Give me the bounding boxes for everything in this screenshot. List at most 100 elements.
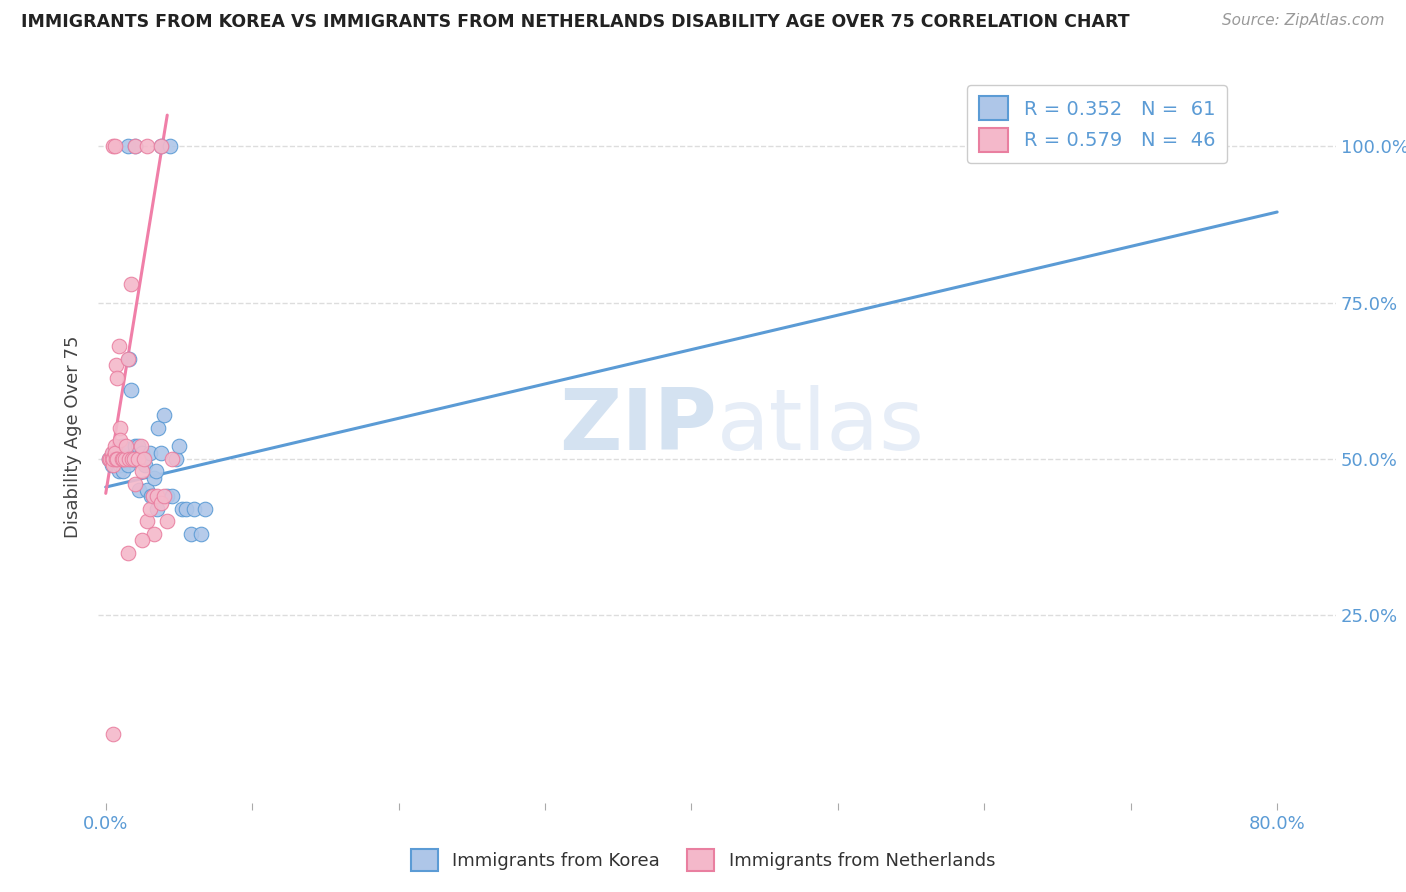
Point <box>135 139 157 153</box>
Point <box>97 452 120 467</box>
Text: IMMIGRANTS FROM KOREA VS IMMIGRANTS FROM NETHERLANDS DISABILITY AGE OVER 75 CORR: IMMIGRANTS FROM KOREA VS IMMIGRANTS FROM… <box>21 13 1129 31</box>
Point <box>104 452 127 467</box>
Point <box>180 527 202 541</box>
Point <box>124 477 146 491</box>
Point <box>100 458 122 473</box>
Point <box>110 452 132 467</box>
Point <box>103 139 125 153</box>
Point <box>107 452 129 467</box>
Point <box>115 452 138 467</box>
Point <box>101 452 124 467</box>
Point <box>132 452 155 467</box>
Point <box>101 452 124 467</box>
Legend: Immigrants from Korea, Immigrants from Netherlands: Immigrants from Korea, Immigrants from N… <box>404 842 1002 879</box>
Point <box>150 139 173 153</box>
Point <box>125 452 148 467</box>
Point <box>148 420 170 434</box>
Point <box>156 515 179 529</box>
Text: Source: ZipAtlas.com: Source: ZipAtlas.com <box>1222 13 1385 29</box>
Point <box>120 383 142 397</box>
Point <box>114 452 136 467</box>
Point <box>112 452 135 467</box>
Point <box>190 527 212 541</box>
Point <box>103 458 125 473</box>
Point <box>115 440 138 454</box>
Point <box>112 465 135 479</box>
Point <box>122 452 145 467</box>
Point <box>143 527 166 541</box>
Point <box>117 139 139 153</box>
Point <box>167 440 190 454</box>
Point <box>107 452 129 467</box>
Point <box>117 458 139 473</box>
Point <box>145 465 167 479</box>
Point <box>131 533 153 548</box>
Point <box>101 139 124 153</box>
Point <box>129 440 152 454</box>
Point <box>117 351 139 366</box>
Point <box>108 465 131 479</box>
Point <box>150 139 173 153</box>
Point <box>159 139 181 153</box>
Point <box>165 452 187 467</box>
Point <box>100 452 122 467</box>
Point <box>104 452 127 467</box>
Point <box>121 452 143 467</box>
Point <box>139 490 162 504</box>
Point <box>121 452 143 467</box>
Point <box>110 452 132 467</box>
Point <box>146 502 169 516</box>
Point <box>160 490 183 504</box>
Point <box>160 452 183 467</box>
Point <box>183 502 205 516</box>
Point <box>135 483 157 498</box>
Point <box>112 452 135 467</box>
Point <box>114 452 136 467</box>
Point <box>110 420 132 434</box>
Point <box>111 452 134 467</box>
Point <box>117 452 139 467</box>
Point <box>174 502 197 516</box>
Point <box>103 446 125 460</box>
Point <box>150 496 173 510</box>
Point <box>131 446 153 460</box>
Legend: R = 0.352   N =  61, R = 0.579   N =  46: R = 0.352 N = 61, R = 0.579 N = 46 <box>967 85 1227 163</box>
Point <box>100 446 122 460</box>
Text: atlas: atlas <box>717 384 925 467</box>
Point <box>153 490 176 504</box>
Point <box>142 490 165 504</box>
Point <box>127 440 149 454</box>
Point <box>98 452 121 467</box>
Point <box>104 452 127 467</box>
Point <box>97 452 120 467</box>
Point <box>135 515 157 529</box>
Point <box>103 446 125 460</box>
Point <box>101 458 124 473</box>
Point <box>124 139 146 153</box>
Point <box>111 440 134 454</box>
Point <box>153 408 176 422</box>
Point <box>127 452 149 467</box>
Y-axis label: Disability Age Over 75: Disability Age Over 75 <box>65 335 83 539</box>
Point <box>110 434 132 448</box>
Point <box>128 483 150 498</box>
Point <box>108 339 131 353</box>
Point <box>104 358 127 372</box>
Point <box>117 546 139 560</box>
Point <box>107 458 129 473</box>
Point <box>156 490 179 504</box>
Point <box>170 502 193 516</box>
Point <box>138 502 160 516</box>
Point <box>98 452 121 467</box>
Text: ZIP: ZIP <box>560 384 717 467</box>
Point <box>142 490 165 504</box>
Point <box>107 370 129 384</box>
Point <box>111 452 134 467</box>
Point <box>101 446 124 460</box>
Point <box>118 351 141 366</box>
Point <box>134 458 156 473</box>
Point <box>129 452 152 467</box>
Point <box>132 452 155 467</box>
Point <box>103 440 125 454</box>
Point <box>101 727 124 741</box>
